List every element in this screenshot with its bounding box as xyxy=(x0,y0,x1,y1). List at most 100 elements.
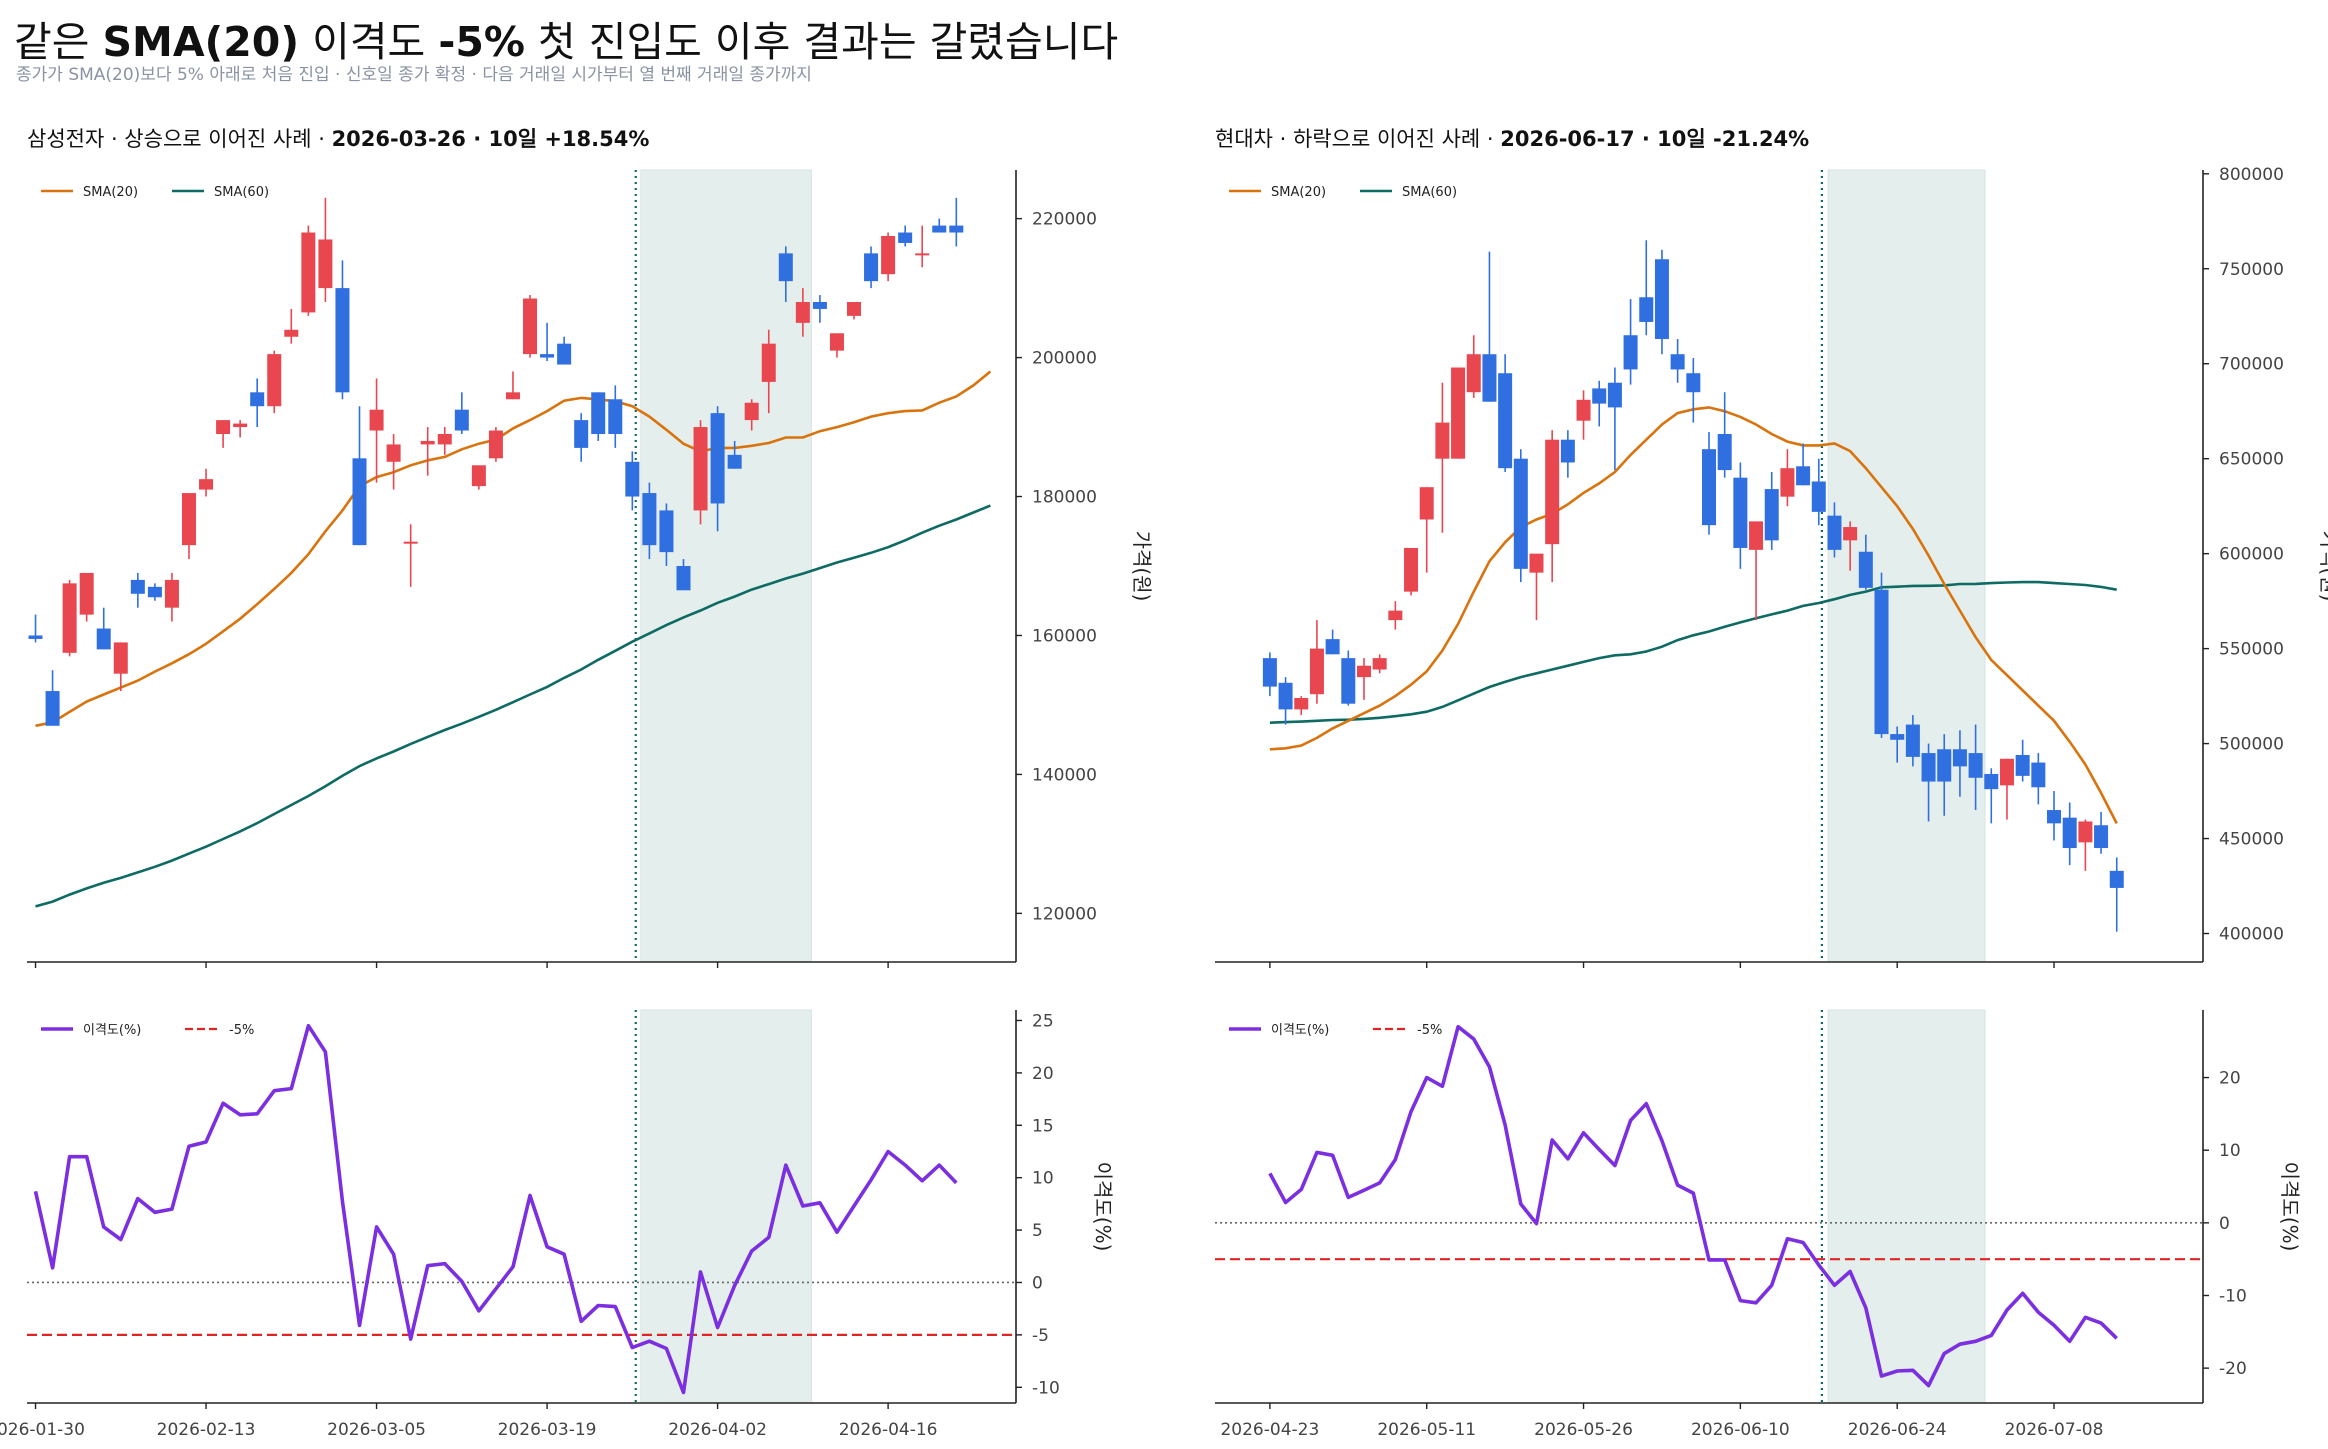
price-y-tick-label: 800000 xyxy=(2219,165,2284,185)
candlestick xyxy=(727,440,742,469)
candlestick xyxy=(744,399,759,431)
candle-body xyxy=(1341,658,1356,704)
disparity-y-tick-label: -5 xyxy=(1032,1326,1049,1346)
candlestick xyxy=(676,559,691,591)
sma60-line xyxy=(1269,580,2117,724)
candlestick xyxy=(881,232,896,282)
candle-body xyxy=(625,461,640,497)
candlestick xyxy=(301,225,316,316)
x-tick-label: 2026-04-16 xyxy=(839,1420,938,1440)
x-tick-label: 2026-07-08 xyxy=(2005,1420,2104,1440)
candle-body xyxy=(318,239,333,289)
disparity-y-tick-label: 10 xyxy=(2219,1141,2241,1161)
candle-body xyxy=(1451,367,1466,459)
chart-panel-2: 현대차 · 하락으로 이어진 사례 · 2026-06-17 · 10일 -21… xyxy=(1215,127,2328,1440)
candle-body xyxy=(1309,648,1324,695)
candle-body xyxy=(608,399,623,434)
candle-body xyxy=(1325,639,1340,655)
candlestick xyxy=(96,607,111,650)
candle-body xyxy=(79,572,94,615)
panel-title: 현대차 · 하락으로 이어진 사례 · 2026-06-17 · 10일 -21… xyxy=(1215,127,1809,151)
candlestick xyxy=(181,493,196,560)
candle-body xyxy=(2031,762,2046,788)
candlestick xyxy=(2109,857,2124,932)
candlestick xyxy=(233,420,248,438)
candlestick xyxy=(1827,502,1842,558)
price-y-tick-label: 500000 xyxy=(2219,735,2284,755)
candle-body xyxy=(1937,749,1952,782)
candlestick xyxy=(1764,471,1779,550)
price-y-tick-label: 600000 xyxy=(2219,545,2284,565)
candlestick xyxy=(471,465,486,490)
candle-body xyxy=(1560,439,1575,463)
candlestick xyxy=(2078,819,2093,871)
disparity-line xyxy=(1268,1024,2118,1388)
candlestick xyxy=(2047,791,2062,841)
candle-body xyxy=(1733,477,1748,548)
candlestick xyxy=(898,225,913,247)
candle-body xyxy=(1749,521,1764,550)
candle-body xyxy=(1356,665,1371,678)
disparity-line xyxy=(33,1023,958,1395)
candlestick xyxy=(1309,620,1324,704)
legend-label-disparity: 이격도(%) xyxy=(1271,1023,1329,1038)
candle-body xyxy=(1905,724,1920,757)
price-y-tick-label: 450000 xyxy=(2219,830,2284,850)
candlestick xyxy=(812,295,827,323)
candle-body xyxy=(761,343,776,382)
price-y-tick-label: 180000 xyxy=(1032,488,1097,508)
candle-body xyxy=(1607,382,1622,408)
disparity-legend: 이격도(%) -5% xyxy=(1229,1023,1442,1038)
candle-body xyxy=(523,298,538,355)
candle-body xyxy=(812,302,827,309)
candlestick xyxy=(1262,652,1277,697)
panel-title-prefix: 현대차 · 하락으로 이어진 사례 · xyxy=(1215,127,1500,151)
candle-body xyxy=(881,236,896,275)
candlestick xyxy=(1639,240,1654,336)
candlestick xyxy=(505,371,520,400)
candle-body xyxy=(591,392,606,434)
candle-body xyxy=(1404,547,1419,592)
candlestick xyxy=(1952,730,1967,797)
title-part: SMA(20) xyxy=(102,18,300,66)
disparity-legend: 이격도(%) -5% xyxy=(41,1023,254,1038)
candlestick xyxy=(847,302,862,320)
candlestick xyxy=(1451,367,1466,459)
candle-body xyxy=(1968,753,1983,778)
candle-body xyxy=(454,409,469,431)
candle-body xyxy=(693,427,708,511)
disparity-y-tick-label: -10 xyxy=(1032,1378,1060,1398)
x-tick-label: 2026-03-05 xyxy=(327,1420,426,1440)
forward-window-shade xyxy=(1827,1009,1986,1404)
candlestick xyxy=(1482,251,1497,402)
candle-body xyxy=(540,354,555,358)
candle-body xyxy=(62,583,77,653)
panel-title-prefix: 삼성전자 · 상승으로 이어진 사례 · xyxy=(27,127,332,151)
price-legend: SMA(20) SMA(60) xyxy=(41,185,269,200)
sma60-line xyxy=(35,504,991,908)
candlestick xyxy=(164,572,179,622)
candlestick xyxy=(1545,430,1560,583)
candle-body xyxy=(915,253,930,256)
candle-body xyxy=(403,541,418,544)
candlestick xyxy=(1874,572,1889,738)
disparity-y-tick-label: 0 xyxy=(2219,1214,2230,1234)
candle-body xyxy=(1419,487,1434,520)
candlestick xyxy=(1749,521,1764,621)
candlestick xyxy=(1607,367,1622,471)
candlestick xyxy=(216,420,231,448)
candle-body xyxy=(1576,399,1591,421)
candlestick xyxy=(2062,802,2077,866)
candle-body xyxy=(1372,658,1387,670)
candle-body xyxy=(301,232,316,313)
forward-window-shade xyxy=(1827,169,1986,963)
price-y-tick-label: 400000 xyxy=(2219,925,2284,945)
candlestick xyxy=(693,420,708,525)
price-y-tick-label: 550000 xyxy=(2219,640,2284,660)
candlestick xyxy=(1388,601,1403,630)
candle-body xyxy=(2062,817,2077,849)
candle-body xyxy=(1529,553,1544,573)
candlestick xyxy=(147,583,162,601)
candlestick xyxy=(1576,390,1591,440)
